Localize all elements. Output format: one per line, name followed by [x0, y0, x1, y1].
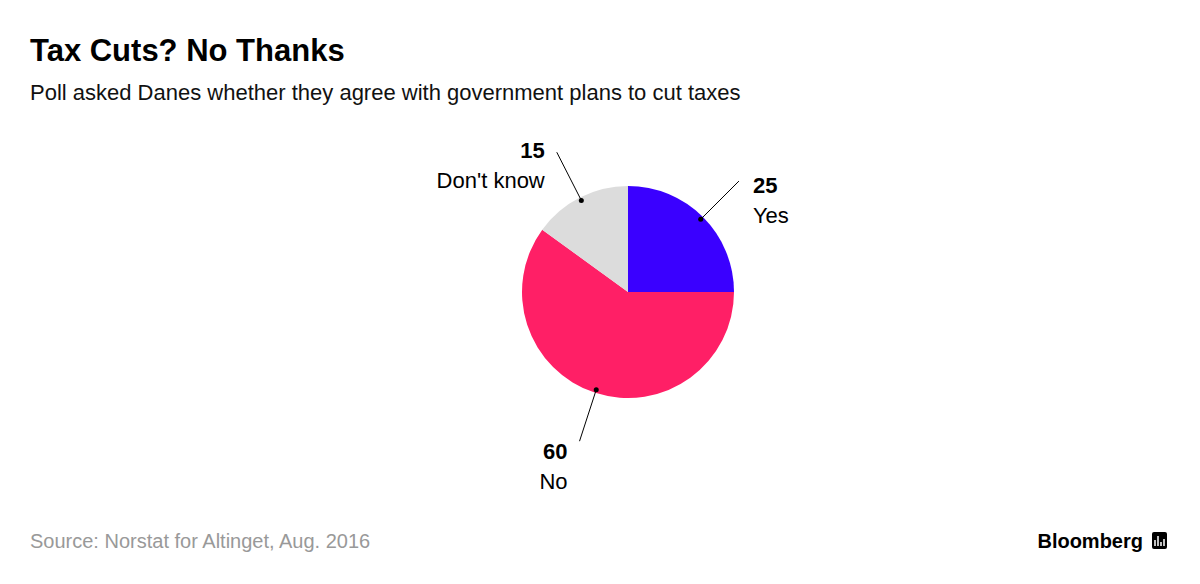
pie — [522, 186, 734, 398]
leader-line — [580, 390, 597, 441]
leader-line — [701, 181, 739, 219]
data-label: 15 — [520, 138, 544, 163]
credit-icon — [1152, 532, 1167, 549]
icon-box — [1152, 532, 1167, 549]
icon-bar — [1163, 539, 1165, 546]
labels: 25 Yes 60 No 15 Don't know — [437, 138, 789, 494]
title: Tax Cuts? No Thanks — [30, 33, 345, 68]
data-label: 60 — [543, 439, 567, 464]
credit: Bloomberg — [1037, 530, 1143, 552]
chart: Tax Cuts? No Thanks Poll asked Danes whet… — [0, 0, 1200, 584]
slice — [542, 186, 628, 292]
icon-bar — [1154, 540, 1156, 546]
source: Source: Norstat for Altinget, Aug. 2016 — [30, 530, 370, 552]
leader-line — [557, 152, 582, 200]
leader-dot — [579, 198, 584, 203]
category-label: No — [539, 469, 567, 494]
subtitle: Poll asked Danes whether they agree with… — [30, 80, 741, 105]
data-label: 25 — [753, 173, 777, 198]
category-label: Don't know — [437, 168, 545, 193]
icon-bar — [1157, 536, 1159, 546]
icon-bar — [1160, 542, 1162, 546]
category-label: Yes — [753, 203, 789, 228]
leader-dot — [698, 217, 703, 222]
leader-dot — [594, 387, 599, 392]
